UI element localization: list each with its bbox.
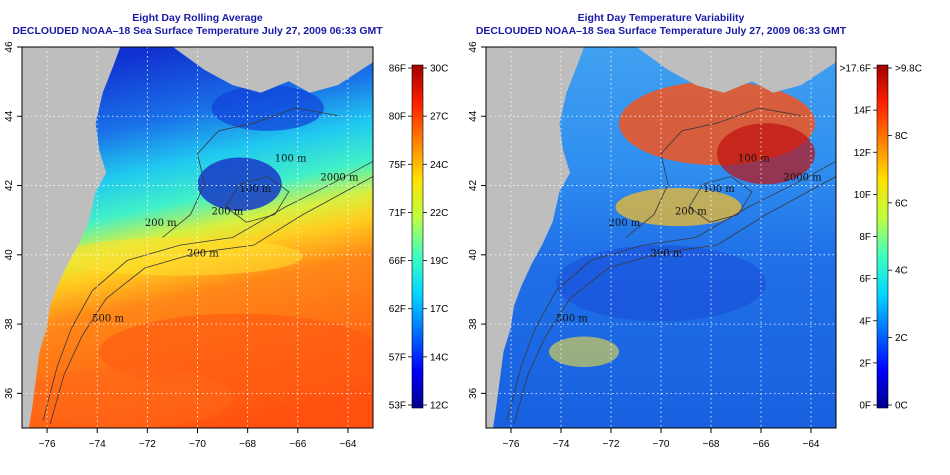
x-tick-label: −70 (189, 439, 206, 450)
colorbar-label-fahrenheit: 62F (389, 304, 406, 315)
colorbar-label-fahrenheit: 8F (859, 232, 871, 243)
isobath-contour (506, 160, 836, 421)
colorbar-label-celsius: 22C (430, 208, 448, 219)
isobath-label: 200 m (651, 249, 683, 260)
colorbar-label-celsius: 4C (895, 266, 908, 277)
colorbar-label-celsius: 19C (430, 256, 448, 267)
isobath-label: 200 m (212, 207, 244, 218)
isobath-label: 100 m (703, 184, 735, 195)
colorbar-label-celsius: 14C (430, 352, 448, 363)
isobath-contour (42, 160, 373, 421)
y-tick-label: 40 (468, 249, 479, 261)
isobath-contour (688, 176, 753, 223)
y-tick-label: 44 (468, 110, 479, 122)
low-variability-patch (556, 245, 766, 322)
colorbar-label-fahrenheit: 10F (854, 190, 871, 201)
y-tick-label: 44 (4, 110, 15, 122)
isobath-contour (513, 176, 836, 425)
x-tick-label: −64 (803, 439, 820, 450)
medium-variability-patch (549, 336, 619, 368)
colorbar-label-fahrenheit: 75F (389, 160, 406, 171)
chart-title: Eight Day Rolling Average (132, 12, 263, 24)
colorbar-label-celsius: 6C (895, 198, 908, 209)
panel-1-map: 100 m 200 m 200 m 2000 m 100 m 200 m 500 m (22, 47, 373, 428)
colorbar-label-fahrenheit: 86F (389, 64, 406, 75)
colorbar-label-fahrenheit: 71F (389, 208, 406, 219)
colorbar-label-fahrenheit: 80F (389, 112, 406, 123)
isobath-label: 100 m (738, 153, 770, 164)
x-tick-label: −76 (503, 439, 520, 450)
isobath-label: 500 m (556, 313, 588, 324)
high-variability-patch (717, 123, 815, 185)
chart-subtitle: DECLOUDED NOAA–18 Sea Surface Temperatur… (12, 25, 383, 37)
x-tick-label: −72 (139, 439, 156, 450)
isobath-label: 200 m (675, 207, 707, 218)
y-tick-label: 38 (468, 318, 479, 330)
chart-title: Eight Day Temperature Variability (578, 12, 745, 24)
colorbar-label-fahrenheit: 12F (854, 148, 871, 159)
isobath-label: 200 m (609, 218, 641, 229)
colorbar-label-celsius: 27C (430, 112, 448, 123)
colorbar-label-fahrenheit: >17.6F (840, 64, 871, 75)
land-mass (486, 47, 584, 428)
colorbar-label-fahrenheit: 6F (859, 274, 871, 285)
isobath-contour (162, 107, 338, 238)
colorbar (411, 64, 424, 409)
colorbar-label-fahrenheit: 57F (389, 352, 406, 363)
isobath-contour (49, 176, 373, 425)
x-tick-label: −74 (89, 439, 106, 450)
y-tick-label: 38 (4, 318, 15, 330)
chart-subtitle: DECLOUDED NOAA–18 Sea Surface Temperatur… (476, 25, 847, 37)
y-tick-label: 36 (4, 387, 15, 399)
x-tick-label: −68 (703, 439, 720, 450)
isobath-label: 100 m (275, 153, 307, 164)
cold-water-patch (211, 85, 324, 131)
x-tick-label: −66 (289, 439, 306, 450)
isobath-label: 2000 m (784, 172, 823, 183)
isobath-label: 2000 m (320, 172, 359, 183)
medium-variability-patch (615, 187, 742, 227)
isobath-label: 200 m (187, 249, 219, 260)
land-mass (636, 47, 836, 93)
land-mass (172, 47, 373, 93)
x-tick-label: −72 (603, 439, 620, 450)
y-tick-label: 42 (468, 180, 479, 192)
y-tick-label: 46 (4, 41, 15, 53)
shelf-water-patch (57, 237, 303, 276)
isobath-label: 500 m (92, 313, 124, 324)
y-tick-label: 36 (468, 387, 479, 399)
colorbar-label-fahrenheit: 4F (859, 316, 871, 327)
colorbar-label-celsius: 8C (895, 131, 908, 142)
warm-water-patch (22, 367, 233, 428)
colorbar-label-celsius: 12C (430, 401, 448, 412)
colorbar-label-fahrenheit: 2F (859, 358, 871, 369)
colorbar-label-fahrenheit: 66F (389, 256, 406, 267)
x-tick-label: −74 (553, 439, 570, 450)
y-tick-label: 40 (4, 249, 15, 261)
colorbar-label-fahrenheit: 0F (859, 401, 871, 412)
colorbar-label-celsius: >9.8C (895, 64, 922, 75)
isobath-label: 100 m (240, 184, 272, 195)
x-tick-label: −76 (39, 439, 56, 450)
x-tick-label: −66 (753, 439, 770, 450)
isobath-label: 200 m (145, 218, 177, 229)
y-tick-label: 42 (4, 180, 15, 192)
colorbar-label-fahrenheit: 14F (854, 106, 871, 117)
panel-2-map: 100 m 200 m 200 m 2000 m 100 m 200 m 500 m (486, 47, 836, 428)
colorbar-label-fahrenheit: 53F (389, 401, 406, 412)
colorbar-label-celsius: 30C (430, 64, 448, 75)
colorbar-label-celsius: 17C (430, 304, 448, 315)
x-tick-label: −70 (653, 439, 670, 450)
colorbar-label-celsius: 2C (895, 333, 908, 344)
isobath-contour (225, 176, 290, 223)
x-tick-label: −68 (239, 439, 256, 450)
colorbar (876, 64, 889, 409)
isobath-contour (625, 107, 802, 238)
colorbar-label-celsius: 0C (895, 401, 908, 412)
land-mass (22, 47, 121, 428)
y-tick-label: 46 (468, 41, 479, 53)
x-tick-label: −64 (339, 439, 356, 450)
colorbar-label-celsius: 24C (430, 160, 448, 171)
